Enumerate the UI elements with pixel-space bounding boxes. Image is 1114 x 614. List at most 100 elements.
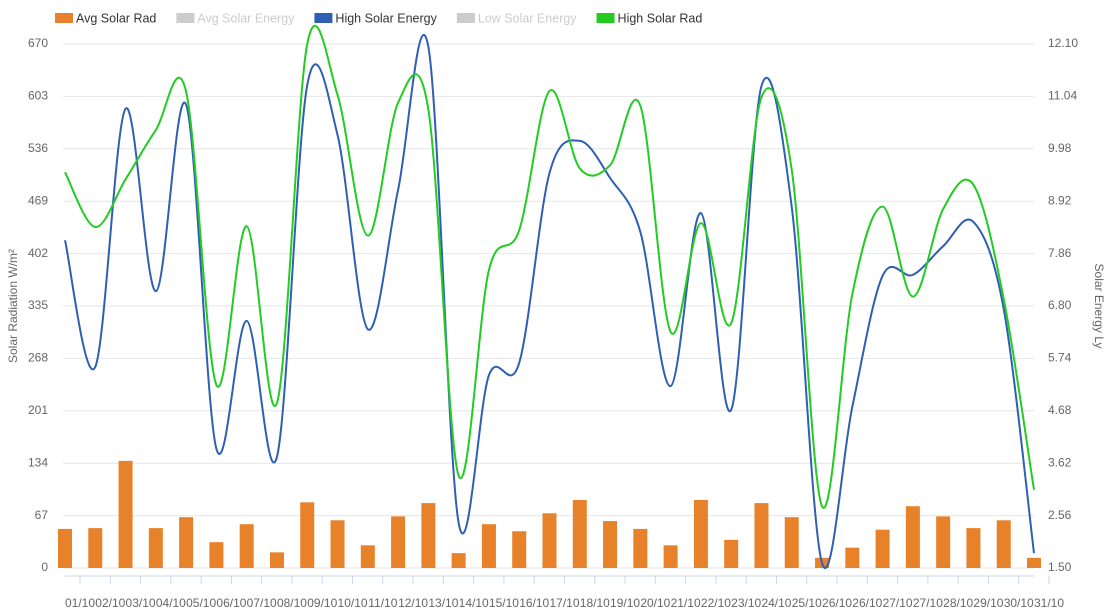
x-tick-label: 23/10 — [731, 596, 761, 610]
legend-label[interactable]: Low Solar Energy — [478, 11, 577, 25]
bar — [148, 528, 163, 568]
line — [64, 34, 1035, 569]
x-tick-label: 24/10 — [761, 596, 791, 610]
bar — [118, 460, 133, 568]
x-tick-label: 26/10 — [852, 596, 882, 610]
legend-label[interactable]: High Solar Energy — [335, 11, 437, 25]
bar — [391, 516, 406, 568]
x-tick-label: 27/10 — [913, 596, 943, 610]
y2-tick-label: 7.86 — [1048, 246, 1072, 260]
y-axis-title: Solar Radiation W/m² — [6, 249, 20, 363]
y-tick-label: 67 — [35, 508, 49, 522]
bar — [633, 528, 648, 568]
legend: Avg Solar Rad Avg Solar Energy High Solar … — [55, 11, 702, 25]
legend-swatch — [596, 13, 615, 23]
line — [64, 24, 1035, 509]
y-tick-label: 469 — [28, 193, 48, 207]
bar — [269, 552, 284, 568]
x-tick-label: 17/10 — [549, 596, 579, 610]
y2-tick-label: 12.10 — [1048, 36, 1078, 50]
y-tick-label: 134 — [28, 455, 48, 469]
bar — [451, 553, 466, 568]
x-tick-label: 19/10 — [610, 596, 640, 610]
legend-label[interactable]: Avg Solar Energy — [197, 11, 295, 25]
y-tick-label: 268 — [28, 351, 48, 365]
bar — [754, 503, 769, 568]
x-tick-label: 09/10 — [307, 596, 337, 610]
y-tick-label: 536 — [28, 141, 48, 155]
x-tick-label: 29/10 — [973, 596, 1003, 610]
x-tick-label: 14/10 — [459, 596, 489, 610]
bar — [966, 528, 981, 568]
x-tick-label: 21/10 — [671, 596, 701, 610]
x-tick-label: 30/10 — [1004, 596, 1034, 610]
bar — [784, 517, 799, 568]
x-tick-label: 18/10 — [580, 596, 610, 610]
x-tick-label: 05/10 — [186, 596, 216, 610]
bar — [572, 499, 587, 568]
bar — [905, 506, 920, 568]
x-tick-label: 20/10 — [640, 596, 670, 610]
bar — [875, 529, 890, 568]
bar — [663, 545, 678, 568]
bar — [421, 503, 436, 568]
x-tick-label: 22/10 — [701, 596, 731, 610]
bar — [360, 545, 375, 568]
legend-swatch — [314, 13, 333, 23]
x-tick-label: 28/10 — [943, 596, 973, 610]
x-tick-label: 02/10 — [95, 596, 125, 610]
bar — [936, 516, 951, 568]
bar — [239, 524, 254, 568]
x-tick-label: 01/10 — [65, 596, 95, 610]
bar — [88, 528, 103, 568]
x-tick-label: 13/10 — [428, 596, 458, 610]
x-tick-label: 11/10 — [368, 596, 397, 610]
y2-tick-label: 2.56 — [1048, 508, 1072, 522]
bar — [58, 528, 72, 568]
y2-tick-label: 8.92 — [1048, 193, 1072, 207]
bar — [481, 524, 496, 568]
y2-tick-label: 4.68 — [1048, 403, 1072, 417]
bar — [845, 547, 860, 568]
y2-axis-title: Solar Energy Ly — [1092, 264, 1106, 349]
bar — [996, 520, 1011, 568]
y-tick-label: 603 — [28, 89, 48, 103]
bar — [724, 539, 739, 568]
x-tick-label: 08/10 — [277, 596, 307, 610]
legend-label[interactable]: Avg Solar Rad — [76, 11, 156, 25]
bar — [300, 502, 315, 568]
y2-tick-label: 5.74 — [1048, 351, 1072, 365]
x-tick-label: 12/10 — [398, 596, 428, 610]
x-tick-label: 06/10 — [216, 596, 246, 610]
x-tick-label: 03/10 — [126, 596, 156, 610]
x-tick-label: 07/10 — [247, 596, 277, 610]
y2-tick-label: 11.04 — [1048, 89, 1077, 103]
x-tick-label: 10/10 — [338, 596, 368, 610]
bar — [693, 499, 708, 568]
bar — [1027, 557, 1041, 568]
legend-label[interactable]: High Solar Rad — [618, 11, 703, 25]
legend-swatch — [176, 13, 195, 23]
bar — [603, 521, 618, 568]
y-tick-label: 402 — [28, 246, 48, 260]
y2-tick-label: 3.62 — [1048, 455, 1072, 469]
bar — [512, 531, 527, 568]
x-tick-label: 27/10 — [883, 596, 913, 610]
x-tick-label: 25/10 — [792, 596, 822, 610]
x-tick-label: 04/10 — [156, 596, 186, 610]
y-tick-label: 335 — [28, 298, 48, 312]
x-tick-label: 16/10 — [519, 596, 549, 610]
x-tick-label: 26/10 — [822, 596, 852, 610]
y-tick-label: 670 — [28, 36, 48, 50]
y-tick-label: 0 — [41, 560, 48, 574]
y2-tick-label: 1.50 — [1048, 560, 1072, 574]
y2-tick-label: 9.98 — [1048, 141, 1072, 155]
legend-swatch — [456, 13, 475, 23]
y2-tick-label: 6.80 — [1048, 298, 1072, 312]
y-tick-label: 201 — [28, 403, 48, 417]
legend-swatch — [55, 13, 73, 23]
bar — [542, 513, 557, 568]
x-tick-label: 15/10 — [489, 596, 519, 610]
x-tick-label: 31/10 — [1034, 596, 1064, 610]
